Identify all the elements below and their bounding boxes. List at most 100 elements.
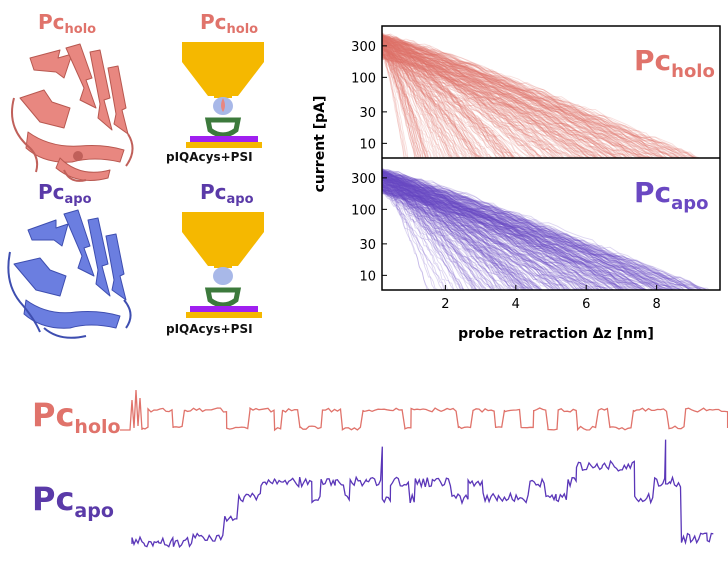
holo-decay-trace [382,39,621,158]
holo-decay-trace [382,55,419,158]
apo-decay-trace [382,170,560,290]
apo-decay-trace [382,185,579,290]
holo-decay-trace [382,52,477,158]
apo-decay-trace [382,189,641,290]
apo-decay-trace [382,177,639,290]
apo-decay-trace [382,182,661,290]
apo-decay-trace [382,175,461,290]
apo-decay-trace [382,184,667,290]
apo-decay-trace [382,183,541,290]
apo-decay-trace [382,175,523,290]
apo-junction-schematic [182,212,264,318]
holo-decay-trace [382,34,516,158]
label-main: Pc [32,480,75,518]
apo-decay-trace [382,189,541,290]
holo-decay-trace [382,54,620,158]
apo-decay-trace [382,175,619,290]
apo-decay-trace [382,185,675,290]
apo-decay-trace [382,179,600,290]
label-pc-apo-structure: Pcapo [38,180,92,207]
apo-decay-trace [382,177,662,290]
apo-decay-trace [382,181,539,290]
apo-decay-trace [382,183,682,290]
holo-decay-trace [382,47,646,158]
holo-decay-trace [382,42,501,158]
apo-decay-trace [382,185,609,290]
holo-decay-trace [382,39,555,158]
holo-decay-trace [382,53,480,158]
label-pc-holo-structure: Pcholo [38,10,96,37]
apo-decay-trace [382,172,640,290]
apo-decay-trace [382,189,463,290]
holo-decay-trace [382,43,668,158]
holo-decay-trace [382,36,631,158]
holo-decay-trace [382,45,485,158]
apo-decay-trace [382,184,590,290]
holo-time-trace [120,389,728,432]
holo-decay-trace [382,44,416,158]
apo-decay-trace [382,177,708,290]
apo-decay-trace [382,189,516,290]
apo-decay-trace [382,172,525,290]
apo-decay-trace [382,183,572,290]
apo-decay-trace [382,182,569,290]
holo-decay-trace [382,57,683,158]
holo-decay-trace [382,55,440,158]
current-time-traces [120,389,728,549]
apo-decay-trace [382,170,621,290]
apo-decay-trace [382,189,560,290]
holo-decay-trace [382,38,532,158]
holo-decay-trace [382,55,428,158]
holo-decay-trace [382,45,430,158]
holo-decay-trace [382,37,514,158]
holo-decay-trace [382,39,530,158]
holo-decay-trace [382,54,522,158]
apo-decay-trace [382,176,599,290]
holo-decay-trace [382,38,664,158]
apo-decay-trace [382,175,449,290]
apo-decay-trace [382,175,629,290]
holo-decay-trace [382,34,427,158]
apo-decay-trace [382,192,701,290]
holo-decay-trace [382,57,542,158]
holo-decay-trace [382,53,435,158]
apo-decay-trace [382,186,590,290]
apo-decay-trace [382,180,646,290]
apo-decay-trace [382,179,572,290]
apo-decay-trace [382,170,686,290]
holo-decay-trace [382,43,599,158]
holo-decay-trace [382,55,540,158]
apo-decay-trace [382,178,541,290]
holo-decay-trace [382,50,509,158]
apo-decay-trace [382,177,675,290]
holo-decay-trace [382,36,673,158]
apo-decay-trace [382,180,654,290]
apo-decay-trace [382,180,510,290]
holo-decay-trace [382,37,598,158]
holo-decay-trace [382,32,422,158]
apo-decay-trace [382,174,570,290]
apo-decay-trace [382,175,590,290]
apo-decay-trace [382,179,523,290]
apo-decay-trace [382,177,583,290]
holo-decay-trace [382,50,572,158]
apo-decay-trace [382,171,581,290]
apo-decay-trace [382,177,532,290]
label-main: Pc [634,176,671,209]
apo-decay-trace [382,190,691,290]
apo-decay-trace [382,186,525,290]
holo-decay-trace [382,37,586,158]
holo-decay-trace [382,49,607,158]
holo-decay-trace [382,37,697,158]
holo-decay-trace [382,53,594,158]
apo-decay-trace [382,177,519,290]
holo-decay-trace [382,53,650,158]
apo-decay-trace [382,188,482,290]
apo-decay-trace [382,179,430,290]
apo-decay-trace [382,180,605,290]
holo-decay-trace [382,34,543,158]
holo-decay-trace [382,46,616,158]
apo-decay-trace [382,185,528,290]
apo-decay-trace [382,174,570,290]
holo-decay-trace [382,49,612,158]
